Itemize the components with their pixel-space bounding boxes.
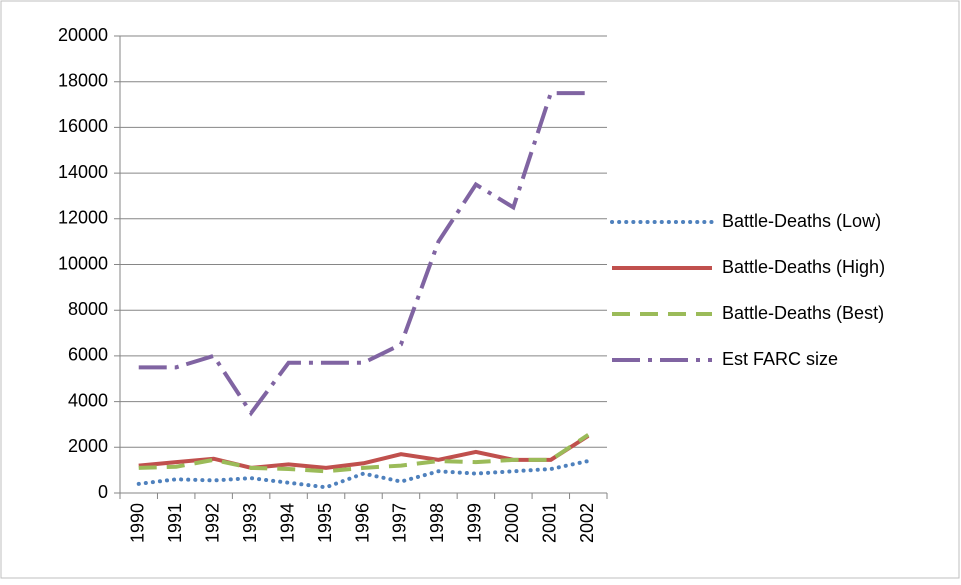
legend-label: Battle-Deaths (Low) (722, 211, 881, 231)
legend-label: Battle-Deaths (High) (722, 257, 885, 277)
series-line (138, 433, 590, 474)
x-tick-label: 1998 (427, 503, 447, 543)
x-tick-label: 1994 (277, 503, 297, 543)
x-tick-label: 1990 (127, 503, 147, 543)
series-line (136, 459, 591, 490)
y-tick-label: 10000 (58, 253, 108, 273)
series-line (138, 91, 589, 417)
y-tick-label: 4000 (68, 390, 108, 410)
x-tick-label: 1992 (202, 503, 222, 543)
y-tick-label: 20000 (58, 25, 108, 45)
x-tick-label: 1999 (465, 503, 485, 543)
y-tick-label: 18000 (58, 70, 108, 90)
y-tick-label: 14000 (58, 162, 108, 182)
y-tick-label: 8000 (68, 299, 108, 319)
x-tick-label: 2002 (577, 503, 597, 543)
y-tick-label: 0 (98, 482, 108, 502)
x-tick-label: 1995 (315, 503, 335, 543)
x-tick-label: 2000 (502, 503, 522, 543)
x-tick-label: 1993 (240, 503, 260, 543)
y-tick-label: 12000 (58, 208, 108, 228)
y-tick-label: 2000 (68, 436, 108, 456)
x-tick-label: 2001 (540, 503, 560, 543)
x-tick-label: 1996 (352, 503, 372, 543)
y-tick-label: 6000 (68, 345, 108, 365)
legend-label: Battle-Deaths (Best) (722, 303, 884, 323)
y-tick-label: 16000 (58, 116, 108, 136)
x-tick-label: 1997 (390, 503, 410, 543)
x-tick-label: 1991 (165, 503, 185, 543)
legend-label: Est FARC size (722, 349, 838, 369)
